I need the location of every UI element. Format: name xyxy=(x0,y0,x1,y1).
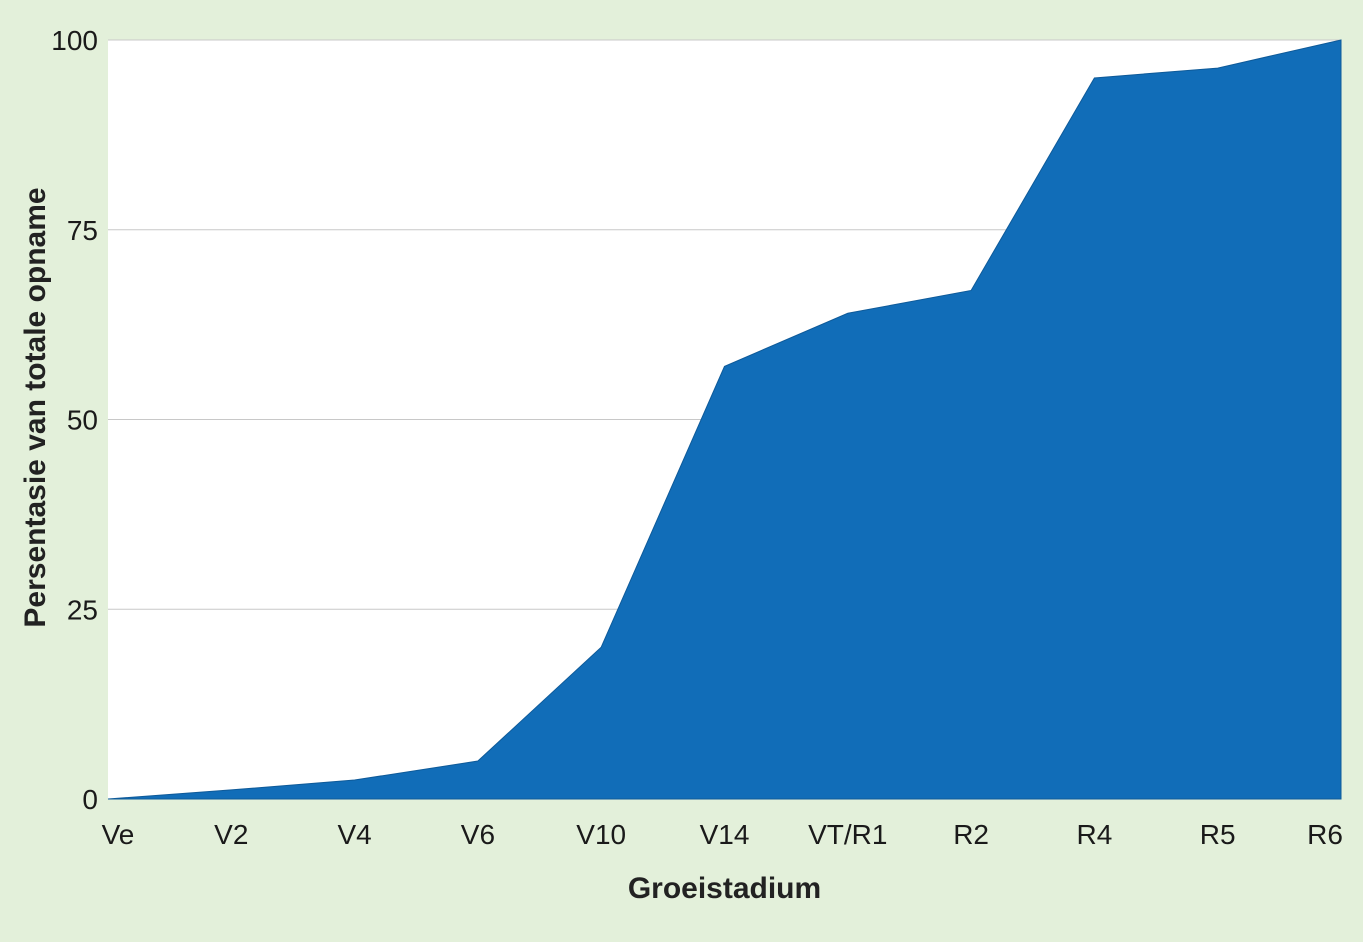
x-tick-label: R2 xyxy=(953,819,989,850)
area-series xyxy=(107,39,1342,800)
x-axis-title: Groeistadium xyxy=(628,872,821,905)
x-tick-label: V14 xyxy=(700,819,750,850)
x-tick-label: V2 xyxy=(214,819,248,850)
y-tick-label: 100 xyxy=(51,25,98,56)
y-tick-label: 50 xyxy=(67,405,98,436)
x-tick-label: R4 xyxy=(1077,819,1113,850)
x-tick-label: V4 xyxy=(337,819,371,850)
x-tick-label: Ve xyxy=(102,819,135,850)
x-tick-label: VT/R1 xyxy=(808,819,887,850)
y-axis-title: Persentasie van totale opname xyxy=(19,187,52,627)
x-tick-label: V10 xyxy=(576,819,626,850)
x-tick-labels: Ve V2 V4 V6 V10 V14 VT/R1 R2 R4 R5 R6 xyxy=(102,819,1343,850)
y-tick-labels: 0 25 50 75 100 xyxy=(51,25,98,815)
x-tick-label: V6 xyxy=(461,819,495,850)
x-tick-label: R6 xyxy=(1307,819,1343,850)
x-tick-label: R5 xyxy=(1200,819,1236,850)
y-tick-label: 75 xyxy=(67,215,98,246)
y-tick-label: 0 xyxy=(82,784,98,815)
y-tick-label: 25 xyxy=(67,594,98,625)
